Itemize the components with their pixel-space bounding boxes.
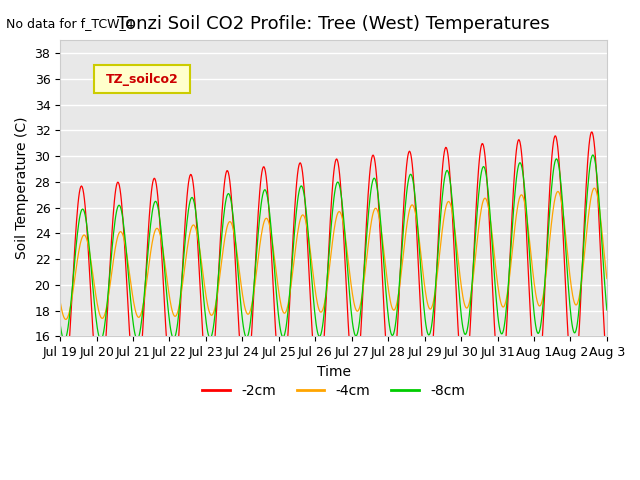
- -2cm: [121, 250, 129, 255]
- -4cm: [249, 297, 257, 303]
- -8cm: [56, 321, 64, 327]
- Y-axis label: Soil Temperature (C): Soil Temperature (C): [15, 117, 29, 260]
- -2cm: [269, 286, 277, 291]
- X-axis label: Time: Time: [317, 365, 351, 379]
- -4cm: [603, 276, 611, 281]
- -2cm: [221, 172, 229, 178]
- FancyBboxPatch shape: [94, 65, 189, 94]
- -4cm: [221, 231, 229, 237]
- Text: TZ_soilco2: TZ_soilco2: [106, 72, 179, 86]
- Text: No data for f_TCW_4: No data for f_TCW_4: [6, 17, 134, 30]
- -4cm: [590, 185, 598, 191]
- -8cm: [421, 316, 429, 322]
- Line: -4cm: -4cm: [60, 188, 607, 319]
- -4cm: [390, 307, 398, 313]
- -2cm: [249, 313, 257, 319]
- Line: -2cm: -2cm: [60, 132, 607, 394]
- -4cm: [121, 241, 129, 247]
- -8cm: [121, 235, 129, 240]
- -2cm: [390, 369, 398, 374]
- -4cm: [62, 316, 70, 322]
- -8cm: [390, 327, 398, 333]
- -2cm: [59, 391, 67, 397]
- -8cm: [221, 200, 229, 205]
- Legend: -2cm, -4cm, -8cm: -2cm, -4cm, -8cm: [196, 378, 470, 404]
- -2cm: [56, 378, 64, 384]
- -8cm: [589, 152, 596, 158]
- -8cm: [61, 337, 68, 343]
- -8cm: [603, 307, 611, 313]
- -2cm: [421, 375, 429, 381]
- Title: Tonzi Soil CO2 Profile: Tree (West) Temperatures: Tonzi Soil CO2 Profile: Tree (West) Temp…: [117, 15, 550, 33]
- -4cm: [421, 287, 429, 292]
- Line: -8cm: -8cm: [60, 155, 607, 340]
- -2cm: [588, 129, 596, 135]
- -4cm: [56, 299, 64, 304]
- -4cm: [269, 246, 277, 252]
- -2cm: [603, 367, 611, 372]
- -8cm: [269, 252, 277, 258]
- -8cm: [249, 299, 257, 304]
